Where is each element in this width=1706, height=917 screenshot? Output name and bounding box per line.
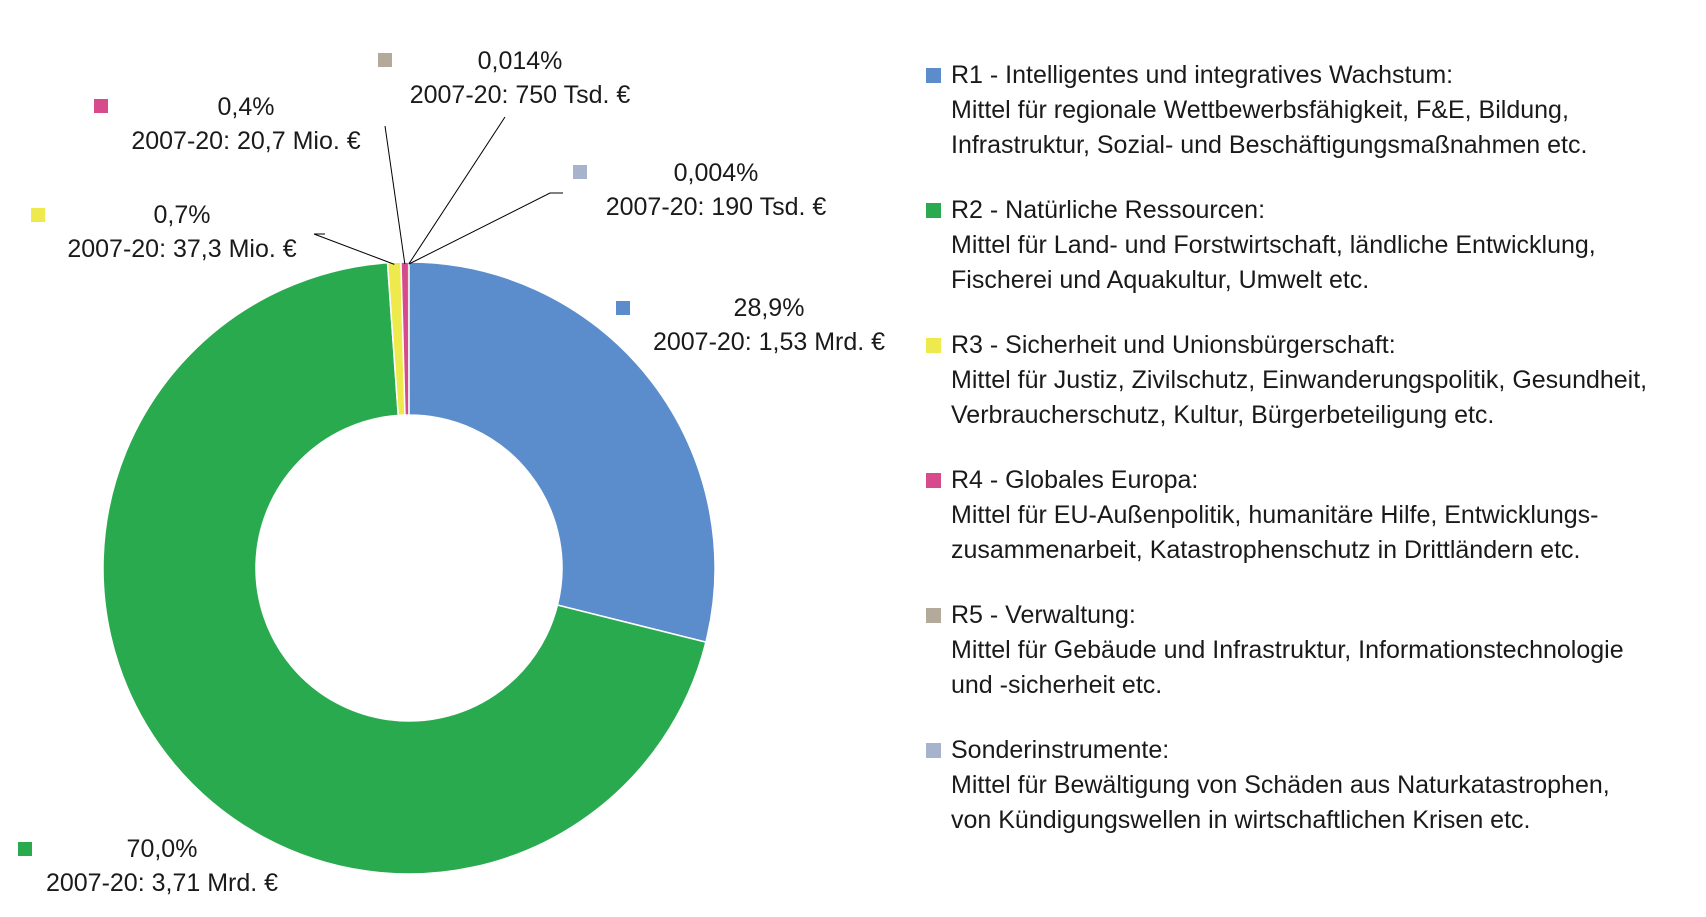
data-label-r4: 0,4% 2007-20: 20,7 Mio. € xyxy=(116,90,376,158)
data-label-r1-percent: 28,9% xyxy=(733,294,805,322)
legend-title-r3: R3 - Sicherheit und Unionsbürgerschaft: xyxy=(951,331,1396,359)
data-label-r2-amount: 2007-20: 3,71 Mrd. € xyxy=(45,869,279,897)
data-label-r5-amount: 2007-20: 750 Tsd. € xyxy=(409,81,631,109)
legend-item-r3: R3 - Sicherheit und Unionsbürgerschaft: … xyxy=(926,328,1706,433)
leader-lines xyxy=(313,116,563,265)
legend-swatch-r3 xyxy=(926,338,941,353)
legend-desc-r3: Mittel für Justiz, Zivilschutz, Einwande… xyxy=(951,366,1648,429)
legend-title-r1: R1 - Intelligentes und integratives Wach… xyxy=(951,61,1454,89)
label-swatch-r1 xyxy=(616,301,630,315)
legend-title-r4: R4 - Globales Europa: xyxy=(951,466,1199,494)
legend-swatch-r5 xyxy=(926,608,941,623)
data-label-r1-amount: 2007-20: 1,53 Mrd. € xyxy=(652,328,886,356)
data-label-r4-amount: 2007-20: 20,7 Mio. € xyxy=(131,127,361,155)
data-label-r5: 0,014% 2007-20: 750 Tsd. € xyxy=(400,44,640,112)
legend-title-r5: R5 - Verwaltung: xyxy=(951,601,1136,629)
legend-desc-r5: Mittel für Gebäude und Infrastruktur, In… xyxy=(951,636,1624,699)
legend-title-r2: R2 - Natürliche Ressourcen: xyxy=(951,196,1266,224)
slice-r1 xyxy=(408,261,716,644)
legend-desc-r4: Mittel für EU-Außenpolitik, humanitäre H… xyxy=(951,501,1599,564)
leader-line-r5 xyxy=(408,116,506,265)
label-swatch-r5 xyxy=(378,53,392,67)
legend-desc-r2: Mittel für Land- und Forstwirtschaft, lä… xyxy=(951,231,1596,294)
legend-swatch-r4 xyxy=(926,473,941,488)
data-label-r2-percent: 70,0% xyxy=(126,835,198,863)
legend: R1 - Intelligentes und integratives Wach… xyxy=(926,58,1706,868)
legend-item-r2: R2 - Natürliche Ressourcen: Mittel für L… xyxy=(926,193,1706,298)
data-label-r5-percent: 0,014% xyxy=(477,47,563,75)
data-label-r3-amount: 2007-20: 37,3 Mio. € xyxy=(67,235,297,263)
legend-swatch-sonder xyxy=(926,743,941,758)
legend-title-sonder: Sonderinstrumente: xyxy=(951,736,1170,764)
label-swatch-r4 xyxy=(94,99,108,113)
label-swatch-r3 xyxy=(31,208,45,222)
legend-desc-r1: Mittel für regionale Wettbewerbsfähigkei… xyxy=(951,96,1588,159)
legend-desc-sonder: Mittel für Bewältigung von Schäden aus N… xyxy=(951,771,1610,834)
data-label-r4-percent: 0,4% xyxy=(217,93,275,121)
data-label-sonder-amount: 2007-20: 190 Tsd. € xyxy=(605,193,827,221)
legend-swatch-r2 xyxy=(926,203,941,218)
slice-r2 xyxy=(102,261,707,875)
data-label-r3-percent: 0,7% xyxy=(153,201,211,229)
leader-line-r3 xyxy=(313,233,395,265)
data-label-r1: 28,9% 2007-20: 1,53 Mrd. € xyxy=(642,291,896,359)
donut-chart xyxy=(102,116,716,875)
leader-line-sonder xyxy=(408,192,563,265)
donut-slices xyxy=(102,261,716,875)
legend-swatch-r1 xyxy=(926,68,941,83)
legend-item-r1: R1 - Intelligentes und integratives Wach… xyxy=(926,58,1706,163)
data-label-sonder: 0,004% 2007-20: 190 Tsd. € xyxy=(596,156,836,224)
label-swatch-sonder xyxy=(573,165,587,179)
data-label-r3: 0,7% 2007-20: 37,3 Mio. € xyxy=(52,198,312,266)
data-label-r2: 70,0% 2007-20: 3,71 Mrd. € xyxy=(32,832,292,900)
legend-item-r5: R5 - Verwaltung: Mittel für Gebäude und … xyxy=(926,598,1706,703)
legend-item-r4: R4 - Globales Europa: Mittel für EU-Auße… xyxy=(926,463,1706,568)
label-swatch-r2 xyxy=(18,842,32,856)
data-label-sonder-percent: 0,004% xyxy=(673,159,759,187)
legend-item-sonder: Sonderinstrumente: Mittel für Bewältigun… xyxy=(926,733,1706,838)
leader-line-r4 xyxy=(384,125,406,265)
